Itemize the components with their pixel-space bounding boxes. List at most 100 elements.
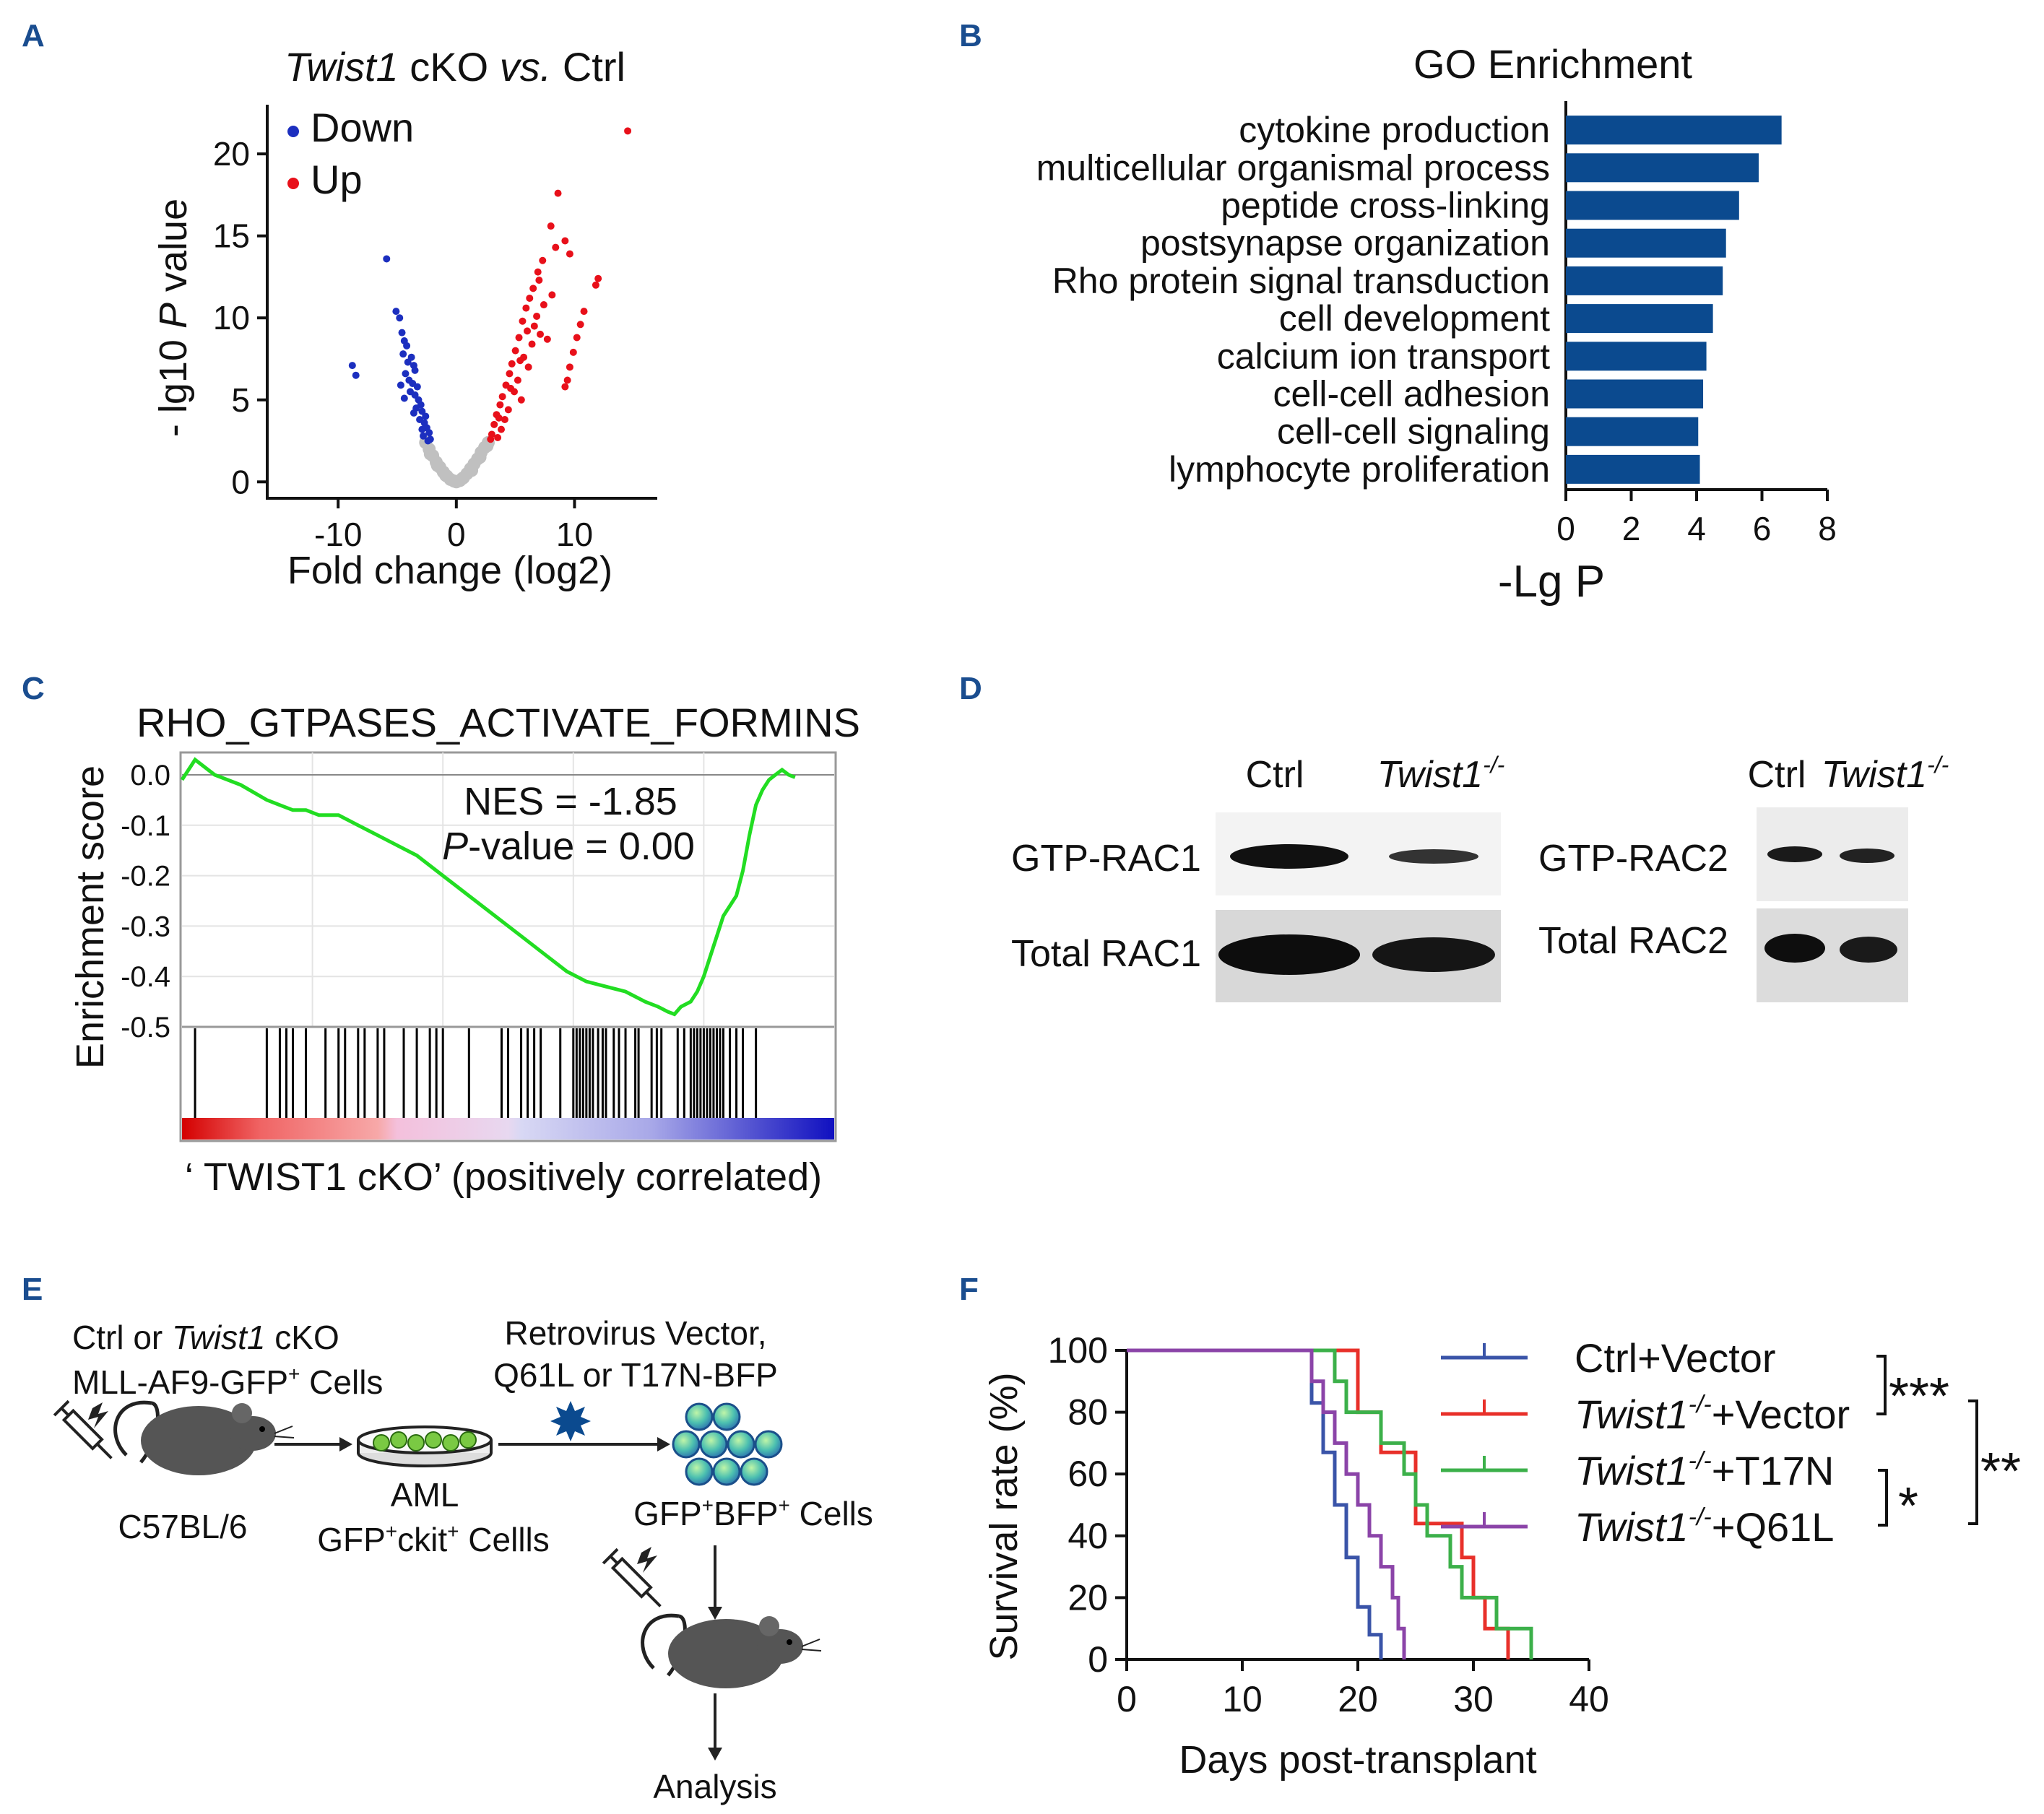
- band-total-rac1-ctrl: [1218, 934, 1360, 975]
- y-tick-label: -0.2: [121, 861, 170, 893]
- go-category-label: Rho protein signal transduction: [1052, 261, 1550, 301]
- data-point-down: [398, 329, 406, 337]
- x-tick-label: 10: [1222, 1679, 1263, 1719]
- go-bar: [1566, 417, 1699, 446]
- data-point-down: [420, 432, 427, 440]
- lightning-icon: [88, 1402, 108, 1428]
- survival-x-label: Days post-transplant: [1179, 1738, 1536, 1782]
- data-point-down: [399, 350, 407, 358]
- data-point-up: [569, 348, 577, 356]
- survival-curve: [1127, 1348, 1533, 1659]
- x-tick-label: 8: [1818, 510, 1837, 547]
- data-point-down: [425, 429, 433, 437]
- panel-label-d: D: [959, 671, 982, 706]
- cell-cluster-icon: [672, 1402, 783, 1486]
- data-point-ns: [423, 447, 437, 461]
- data-point-up: [592, 281, 599, 289]
- data-point-up: [566, 250, 573, 258]
- legend-label: Twist1-/-+Q61L: [1575, 1503, 1834, 1550]
- survival-y-label: Survival rate (%): [982, 1372, 1026, 1660]
- gsea-x-label: ‘ TWIST1 cKO’ (positively correlated): [185, 1155, 822, 1199]
- y-tick-label: 100: [1048, 1330, 1108, 1371]
- sig-bracket: [1968, 1399, 1978, 1525]
- survival-curve: [1127, 1348, 1510, 1659]
- data-point-down: [400, 394, 408, 402]
- data-point-ns: [465, 464, 479, 477]
- y-tick-label: 5: [231, 381, 250, 419]
- data-point-down: [392, 308, 400, 316]
- arrow-icon: [274, 1437, 352, 1451]
- data-point-up: [529, 285, 537, 292]
- data-point-up: [547, 222, 555, 230]
- gsea-frame: [179, 751, 837, 1142]
- go-bar: [1566, 228, 1726, 258]
- data-point-up: [495, 414, 503, 422]
- go-bar: [1566, 191, 1739, 220]
- x-tick-label: 20: [1338, 1679, 1378, 1719]
- gsea-title: RHO_GTPASES_ACTIVATE_FORMINS: [137, 700, 860, 745]
- band-total-rac1-ko: [1372, 937, 1495, 972]
- data-point-ns: [430, 459, 444, 472]
- band-gtp-rac2-ctrl: [1767, 846, 1822, 862]
- schematic-retro2: Q61L or T17N-BFP: [493, 1356, 778, 1394]
- data-point-up: [528, 340, 536, 348]
- go-category-label: cytokine production: [1239, 110, 1550, 150]
- go-category-label: peptide cross-linking: [1221, 186, 1550, 226]
- data-point-down: [383, 255, 391, 263]
- schematic-aml-cells: GFP+ckit+ Cellls: [317, 1520, 550, 1558]
- x-tick-label: 0: [1556, 510, 1575, 547]
- x-tick-label: 0: [447, 516, 466, 553]
- data-point-down: [402, 370, 410, 378]
- data-point-up: [530, 322, 538, 330]
- data-point-down: [411, 366, 419, 374]
- data-point-up: [487, 435, 495, 443]
- virus-icon: [550, 1401, 591, 1441]
- volcano-x-label: Fold change (log2): [287, 549, 612, 592]
- data-point-up: [580, 308, 588, 316]
- row-gtp-rac1: GTP-RAC1: [1011, 838, 1201, 880]
- go-bar: [1566, 153, 1759, 183]
- y-tick-label: 40: [1068, 1516, 1108, 1556]
- schematic-aml: AML: [391, 1476, 459, 1514]
- data-point-ns: [456, 472, 469, 485]
- legend-label: Twist1-/-+Vector: [1575, 1391, 1850, 1437]
- y-tick-label: 20: [1068, 1577, 1108, 1618]
- data-point-up: [494, 433, 502, 441]
- x-tick-label: 4: [1687, 510, 1706, 547]
- data-point-up: [548, 291, 556, 299]
- data-point-ns: [439, 469, 453, 482]
- y-tick-label: -0.1: [121, 810, 170, 842]
- band-gtp-rac1-ko: [1389, 849, 1478, 864]
- lane-ctrl-rac1: Ctrl: [1246, 754, 1304, 796]
- go-category-label: cell development: [1279, 298, 1550, 339]
- data-point-down: [403, 342, 411, 350]
- data-point-up: [515, 334, 523, 342]
- data-point-up: [514, 376, 521, 384]
- data-point-up: [490, 420, 498, 428]
- schematic-mouse1-label: C57BL/6: [118, 1508, 247, 1545]
- western-blot-rac2: Ctrl Twist1-/- GTP-RAC2 Total RAC2: [1538, 752, 1949, 1002]
- legend-marker-up: [287, 178, 299, 189]
- gsea-nes: NES = -1.85: [464, 780, 677, 823]
- sig-label: ***: [1889, 1368, 1949, 1425]
- es-curve: [180, 757, 796, 1017]
- data-point-up: [524, 327, 531, 335]
- schematic-line2: MLL-AF9-GFP+ Cells: [72, 1363, 383, 1401]
- western-blot-rac1: Ctrl Twist1-/- GTP-RAC1 Total RAC1: [1011, 752, 1504, 1002]
- survival-legend: Ctrl+Vector Twist1-/-+Vector Twist1-/-+T17…: [1441, 1335, 2021, 1550]
- data-point-down: [407, 353, 415, 361]
- lightning-icon: [637, 1547, 657, 1573]
- schematic-retro1: Retrovirus Vector,: [504, 1314, 766, 1352]
- legend-label: Twist1-/-+T17N: [1575, 1447, 1834, 1493]
- data-point-down: [396, 314, 404, 322]
- x-tick-label: 0: [1117, 1679, 1137, 1719]
- data-point-up: [594, 274, 602, 282]
- y-tick-label: 0: [231, 463, 250, 500]
- survival-curve: [1127, 1348, 1383, 1659]
- mouse-icon: [113, 1400, 295, 1475]
- go-category-label: cell-cell adhesion: [1273, 374, 1550, 415]
- arrow-icon: [708, 1693, 722, 1761]
- panel-label-a: A: [22, 18, 45, 53]
- panel-label-f: F: [959, 1272, 979, 1307]
